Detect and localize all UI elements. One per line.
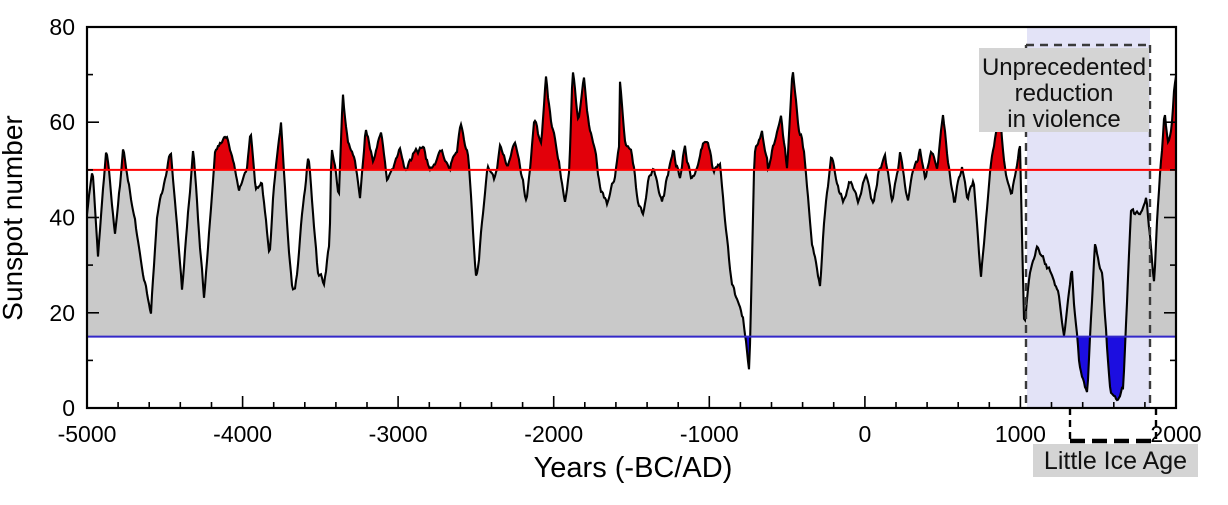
svg-text:0: 0	[62, 395, 75, 421]
svg-text:80: 80	[49, 14, 75, 40]
svg-text:2000: 2000	[1150, 421, 1201, 447]
svg-text:40: 40	[49, 205, 75, 231]
svg-text:-5000: -5000	[58, 421, 117, 447]
svg-text:1000: 1000	[995, 421, 1046, 447]
svg-text:Sunspot number: Sunspot number	[0, 115, 28, 320]
svg-text:reduction: reduction	[1015, 80, 1114, 107]
svg-text:in violence: in violence	[1007, 106, 1120, 133]
svg-text:-1000: -1000	[680, 421, 739, 447]
svg-text:0: 0	[859, 421, 872, 447]
svg-text:Unprecedented: Unprecedented	[982, 54, 1146, 81]
svg-text:20: 20	[49, 300, 75, 326]
svg-text:60: 60	[49, 109, 75, 135]
svg-text:Little Ice Age: Little Ice Age	[1044, 447, 1187, 475]
svg-text:-2000: -2000	[524, 421, 583, 447]
svg-text:-4000: -4000	[213, 421, 272, 447]
svg-text:-3000: -3000	[369, 421, 428, 447]
svg-text:Years (-BC/AD): Years (-BC/AD)	[534, 452, 733, 484]
